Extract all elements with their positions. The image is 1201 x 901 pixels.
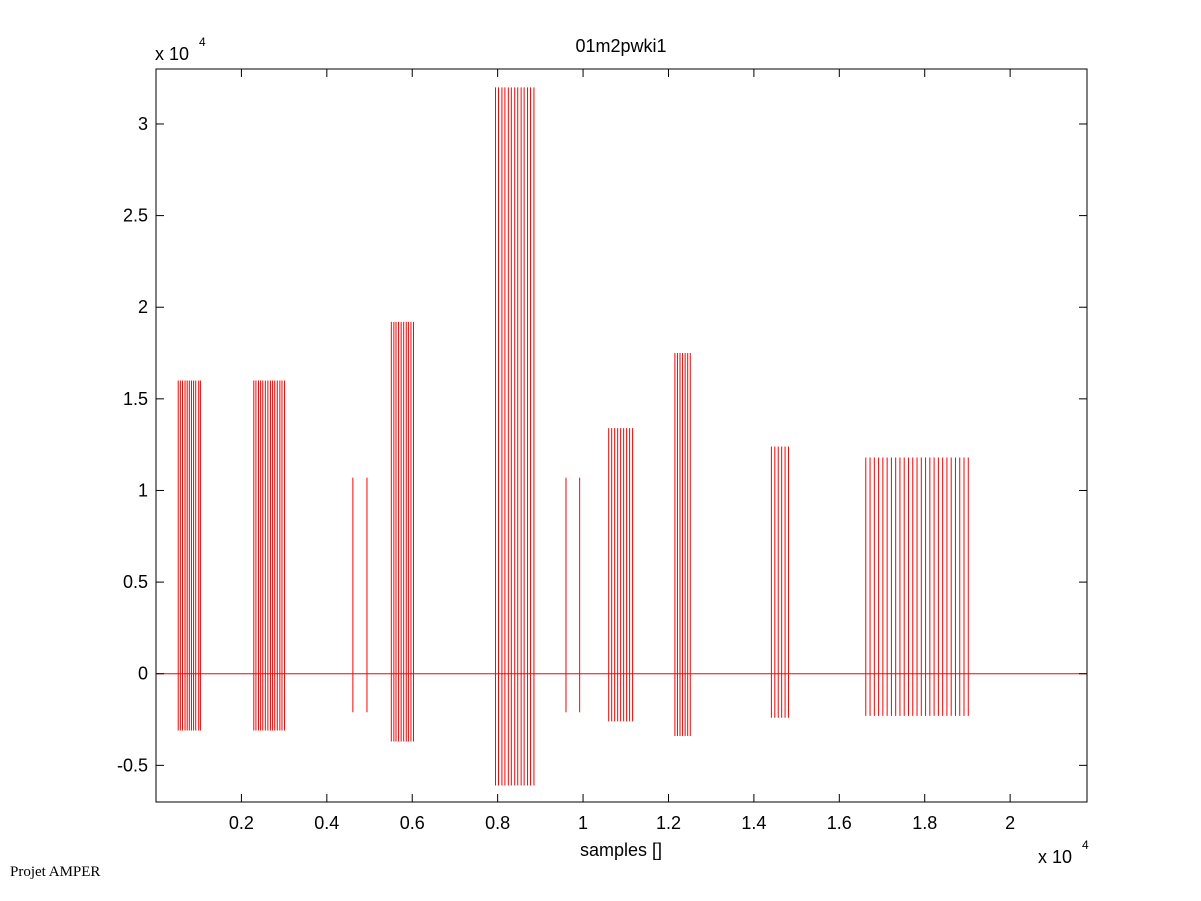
y-tick-label: 2.5 xyxy=(123,206,148,226)
y-tick-label: 0 xyxy=(138,664,148,684)
chart-title: 01m2pwki1 xyxy=(575,36,666,56)
y-exponent: 4 xyxy=(199,35,206,49)
y-exponent-label: x 10 xyxy=(155,44,189,64)
x-tick-label: 1.6 xyxy=(827,813,852,833)
x-tick-label: 1.2 xyxy=(656,813,681,833)
x-tick-label: 1 xyxy=(578,813,588,833)
x-tick-label: 1.4 xyxy=(741,813,766,833)
signal-marks xyxy=(177,87,969,786)
y-tick-label: 2 xyxy=(138,297,148,317)
y-tick-label: -0.5 xyxy=(117,755,148,775)
credit-footer: Projet AMPER xyxy=(10,864,101,880)
x-tick-label: 0.8 xyxy=(485,813,510,833)
x-tick-label: 0.2 xyxy=(229,813,254,833)
x-tick-label: 0.6 xyxy=(400,813,425,833)
x-tick-label: 2 xyxy=(1005,813,1015,833)
x-axis-ticks: 0.2 0.4 0.6 0.8 1 1.2 1.4 1.6 1.8 2 xyxy=(229,69,1015,833)
y-tick-label: 3 xyxy=(138,114,148,134)
y-tick-label: 0.5 xyxy=(123,572,148,592)
x-tick-label: 1.8 xyxy=(912,813,937,833)
plot-area xyxy=(155,68,1088,803)
y-axis-ticks: -0.5 0 0.5 1 1.5 2 2.5 3 xyxy=(117,114,1087,775)
x-exponent: 4 xyxy=(1082,838,1089,852)
y-tick-label: 1 xyxy=(138,480,148,500)
y-tick-label: 1.5 xyxy=(123,389,148,409)
x-tick-label: 0.4 xyxy=(314,813,339,833)
x-axis-label: samples [] xyxy=(580,840,662,860)
x-exponent-label: x 10 xyxy=(1038,847,1072,867)
